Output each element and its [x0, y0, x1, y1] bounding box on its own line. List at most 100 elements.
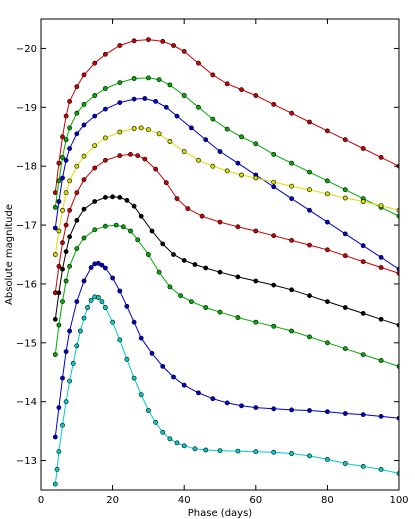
data-point	[203, 447, 209, 453]
data-point	[81, 315, 87, 321]
data-point	[74, 110, 80, 116]
data-point	[74, 343, 80, 349]
series-2	[52, 75, 399, 219]
data-point	[196, 104, 201, 110]
data-point	[253, 319, 259, 325]
data-point	[289, 328, 294, 334]
data-point	[56, 199, 62, 204]
data-point	[67, 378, 72, 384]
data-point	[56, 405, 62, 410]
data-point	[289, 287, 294, 293]
data-point	[203, 305, 209, 310]
series-9	[52, 294, 399, 487]
data-point	[210, 163, 216, 169]
data-point	[360, 146, 366, 151]
x-axis-label: Phase (days)	[188, 508, 253, 519]
series-8-line	[54, 262, 399, 438]
data-point	[253, 93, 259, 98]
data-point	[163, 104, 169, 110]
data-point	[60, 299, 65, 304]
data-point	[324, 340, 330, 346]
data-point	[138, 213, 144, 219]
y-tick-label: −15	[16, 338, 37, 349]
data-point	[99, 262, 105, 268]
data-point	[81, 72, 87, 78]
data-point	[160, 241, 166, 247]
data-point	[110, 319, 115, 325]
data-point	[156, 77, 162, 82]
data-point	[63, 137, 69, 143]
data-point	[307, 242, 312, 248]
data-point	[224, 81, 230, 87]
data-point	[342, 187, 348, 193]
data-point	[224, 168, 230, 174]
data-point	[196, 390, 201, 396]
data-point	[67, 125, 72, 131]
data-point	[92, 93, 98, 98]
data-point	[67, 328, 72, 334]
series-1	[52, 37, 399, 196]
data-point	[117, 337, 123, 343]
data-point	[324, 409, 330, 415]
data-point	[74, 299, 80, 304]
data-point	[239, 403, 244, 409]
data-point	[342, 461, 348, 466]
data-point	[131, 319, 137, 325]
x-tick-label: 80	[321, 495, 334, 506]
data-point	[378, 203, 384, 208]
data-point	[271, 179, 277, 185]
data-point	[81, 235, 87, 241]
data-point	[60, 375, 65, 381]
data-point	[342, 346, 348, 352]
data-point	[56, 290, 62, 296]
x-tick-label: 60	[249, 495, 262, 506]
data-point	[153, 419, 158, 425]
data-point	[181, 149, 187, 154]
data-point	[120, 224, 126, 230]
data-point	[163, 180, 169, 186]
data-point	[235, 274, 241, 280]
x-tick-label: 0	[38, 495, 44, 506]
data-point	[81, 153, 87, 159]
data-point	[360, 199, 366, 204]
data-point	[360, 463, 366, 469]
y-tick-label: −19	[16, 103, 37, 114]
data-point	[324, 299, 330, 304]
data-point	[60, 154, 65, 160]
data-point	[52, 316, 58, 322]
data-point	[271, 323, 277, 329]
data-point	[142, 96, 148, 101]
data-point	[160, 39, 166, 44]
data-point	[117, 288, 123, 294]
series-4	[52, 125, 399, 257]
data-point	[181, 382, 187, 388]
data-point	[103, 135, 108, 141]
data-point	[289, 160, 294, 166]
data-point	[145, 127, 151, 133]
data-point	[153, 166, 158, 172]
series-7-line	[54, 224, 399, 367]
data-point	[92, 113, 98, 119]
data-point	[253, 278, 259, 284]
data-point	[56, 178, 62, 184]
data-point	[131, 203, 137, 209]
data-point	[181, 443, 187, 449]
plot-frame	[40, 18, 400, 491]
data-point	[63, 157, 69, 163]
data-point	[217, 149, 223, 154]
data-point	[171, 374, 176, 380]
data-point	[181, 257, 187, 263]
data-point	[56, 160, 62, 166]
data-point	[149, 228, 155, 234]
y-axis-label: Absolute magnitude	[4, 204, 15, 305]
data-point	[217, 219, 223, 225]
data-point	[253, 405, 259, 410]
data-point	[153, 99, 158, 104]
series-5	[52, 151, 399, 296]
data-point	[210, 72, 216, 78]
data-point	[199, 213, 205, 219]
data-point	[145, 252, 151, 257]
data-point	[307, 408, 312, 413]
data-point	[239, 134, 244, 140]
